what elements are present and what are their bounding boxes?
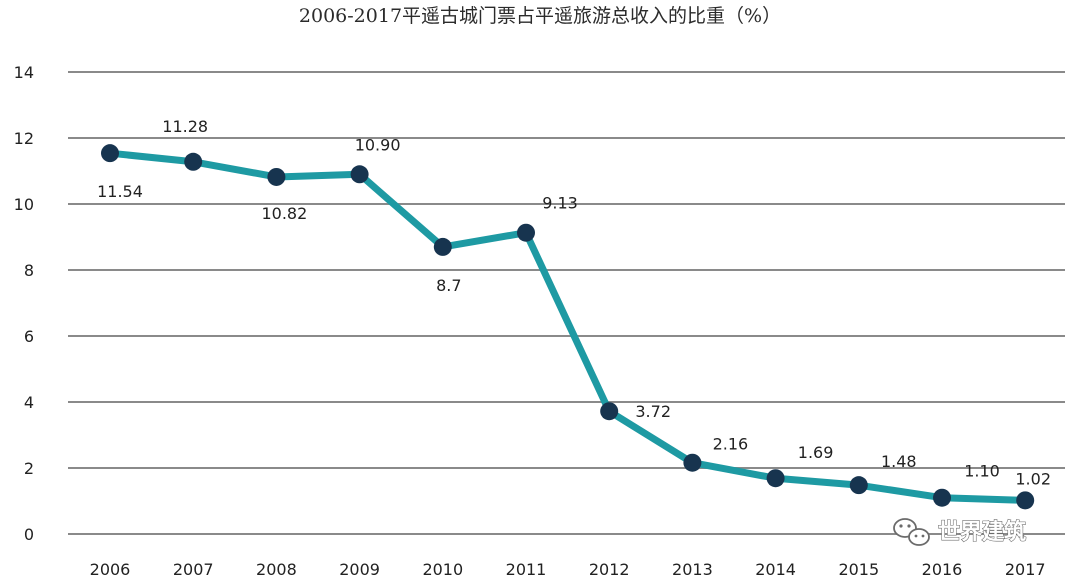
- data-point: [849, 476, 868, 495]
- data-point: [766, 469, 785, 488]
- data-point: [933, 488, 951, 507]
- y-tick-label: 14: [14, 63, 34, 82]
- x-tick-label: 2010: [422, 560, 463, 579]
- data-point: [101, 144, 119, 163]
- chart-title: 2006-2017平遥古城门票占平遥旅游总收入的比重（%）: [299, 5, 781, 27]
- data-label: 10.82: [261, 204, 307, 223]
- x-tick-label: 2015: [838, 560, 879, 579]
- data-point: [267, 167, 286, 186]
- y-axis-ticks: 0 2 4 6 8 10 12 14: [14, 63, 34, 544]
- series-line: [106, 149, 1029, 504]
- data-point: [184, 152, 203, 171]
- wechat-icon: [893, 518, 930, 546]
- x-tick-label: 2011: [506, 560, 547, 579]
- data-label: 3.72: [635, 402, 671, 421]
- watermark-text: 世界建筑: [938, 519, 1026, 545]
- data-point: [433, 237, 452, 256]
- x-tick-label: 2008: [256, 560, 297, 579]
- data-label: 1.48: [881, 452, 917, 471]
- x-tick-label: 2016: [922, 560, 963, 579]
- data-label: 9.13: [542, 194, 578, 213]
- y-tick-label: 12: [14, 129, 34, 148]
- series-rate: [101, 144, 1035, 510]
- x-tick-label: 2007: [173, 560, 214, 579]
- watermark: 世界建筑: [893, 518, 1027, 546]
- x-tick-label: 2009: [339, 560, 380, 579]
- x-tick-label: 2013: [672, 560, 713, 579]
- y-tick-label: 8: [24, 261, 34, 280]
- data-label: 8.7: [436, 276, 461, 295]
- data-point: [683, 453, 702, 472]
- x-axis-ticks: 2006 2007 2008 2009 2010 2011 2012 2013 2014 2015…: [90, 560, 1046, 579]
- data-label: 1.69: [798, 443, 834, 462]
- y-tick-label: 10: [14, 195, 34, 214]
- x-tick-label: 2006: [90, 560, 131, 579]
- data-label: 2.16: [713, 435, 749, 454]
- data-label: 1.02: [1015, 469, 1051, 488]
- x-tick-label: 2014: [755, 560, 796, 579]
- y-tick-label: 6: [24, 327, 34, 346]
- gridlines: [68, 71, 1065, 535]
- data-point: [600, 402, 619, 421]
- data-labels: 11.54 11.28 10.82 10.90 8.7 9.13 3.72 2.16 1.69 1…: [97, 117, 1051, 489]
- y-tick-label: 2: [24, 459, 34, 478]
- data-label: 10.90: [355, 135, 401, 154]
- x-tick-label: 2012: [589, 560, 630, 579]
- data-point: [350, 165, 369, 184]
- data-point: [517, 223, 535, 242]
- data-label: 11.54: [97, 182, 143, 201]
- data-label: 1.10: [964, 462, 1000, 481]
- data-label: 11.28: [162, 117, 208, 136]
- y-tick-label: 0: [24, 525, 34, 544]
- data-point: [1016, 491, 1035, 510]
- x-tick-label: 2017: [1005, 560, 1046, 579]
- y-tick-label: 4: [24, 393, 34, 412]
